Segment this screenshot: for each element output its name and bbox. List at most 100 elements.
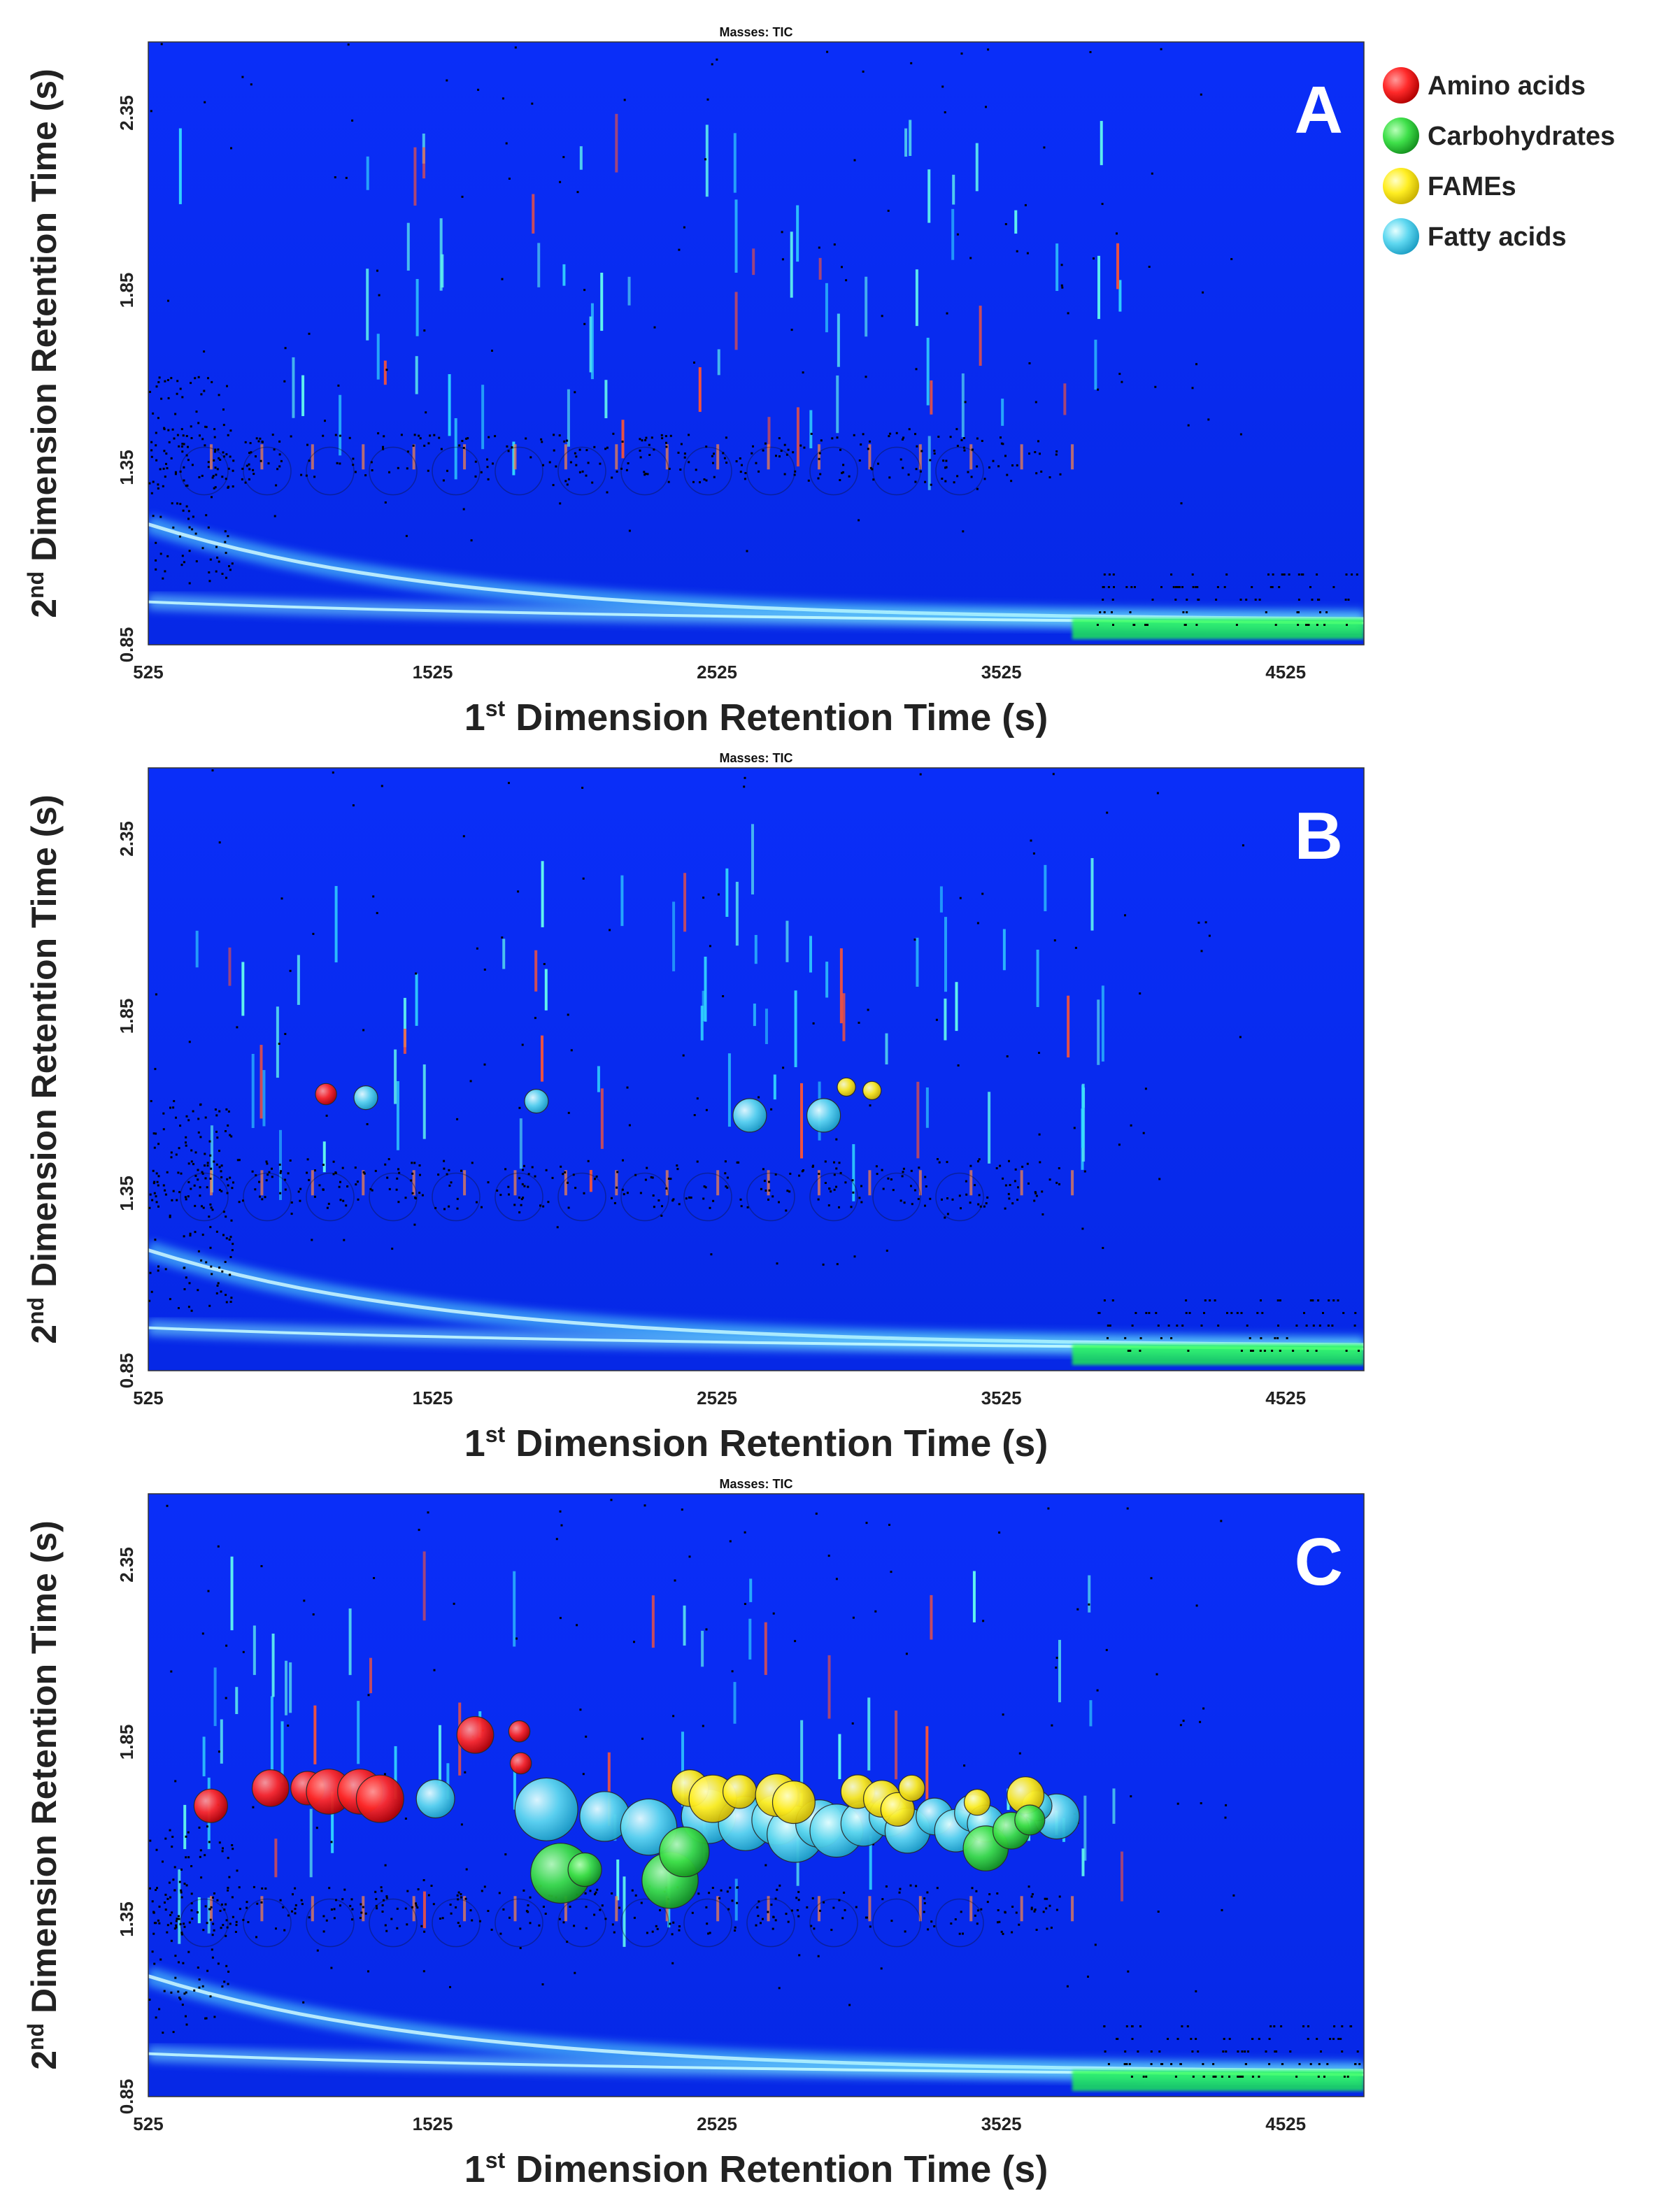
peak-dot [838,1162,841,1164]
peak-dot [259,1195,261,1198]
peak-dot [1195,2038,1197,2040]
peak-dot [171,1911,173,1914]
peak-dot [739,1198,742,1201]
peak-dot [1274,1337,1276,1339]
peak-dot [1309,1299,1312,1301]
peak-streak [867,1697,871,1771]
peak-dot [1104,2050,1107,2053]
peak-dot [178,1147,180,1150]
peak-dot [1028,452,1030,455]
peak-dot [176,380,179,383]
plot-frame [148,41,1365,645]
peak-dot [190,382,192,385]
peak-dot [185,485,187,487]
peak-dot [1191,573,1194,576]
peak-streak [1058,1639,1061,1703]
peak-dot [184,1196,187,1199]
peak-dot [1055,453,1058,456]
peak-dot [946,312,948,315]
peak-dot [185,1884,188,1887]
peak-dot [458,444,461,447]
peak-dot [215,545,218,548]
peak-dot [1124,1337,1127,1339]
peak-dot [969,1164,972,1167]
peak-dot [312,932,315,935]
peak-dot [862,70,865,73]
peak-streak [394,1746,397,1799]
peak-dot [318,1184,321,1187]
peak-streak [952,174,955,205]
peak-dot [396,1907,399,1910]
peak-dot [188,1041,191,1043]
peak-dot [543,963,546,965]
peak-dot [867,1008,869,1011]
peak-dot [1132,624,1135,626]
peak-dot [188,582,191,585]
peak-streak [1036,949,1039,1008]
peak-dot [872,478,875,481]
peak-dot [1035,472,1038,475]
peak-dot [853,1255,856,1258]
peak-dot [1035,1194,1038,1197]
peak-dot [521,1043,524,1046]
peak-dot [166,1504,169,1507]
peak-dot [224,1261,227,1263]
x-tick-label: 3525 [981,1387,1022,1408]
data-point-amino-acids [508,1720,531,1743]
peak-streak [313,1705,317,1764]
peak-dot [858,1022,860,1024]
peak-dot [521,1183,524,1185]
peak-streak [725,868,729,918]
peak-dot [215,1130,218,1133]
peak-streak [939,886,943,913]
peak-streak [794,990,797,1067]
peak-dot [1358,1350,1360,1352]
peak-dot [862,433,865,436]
peak-dot [446,1173,448,1176]
peak-dot [372,895,375,898]
peak-dot [360,1903,362,1906]
peak-dot [232,1915,234,1918]
peak-dot [978,1158,981,1161]
peak-dot [910,1185,912,1187]
peak-dot [885,1885,888,1888]
peak-dot [151,1900,154,1903]
peak-dot [783,473,786,476]
peak-streak [825,283,828,333]
peak-dot [1267,573,1270,576]
peak-dot [1265,611,1267,613]
x-tick-label: 4525 [1265,1387,1306,1408]
plot-area [148,768,1364,1371]
peak-streak [818,1170,820,1196]
peak-dot [1307,1350,1309,1352]
peak-streak [213,1667,217,1727]
peak-dot [208,571,211,573]
peak-dot [1214,1299,1216,1301]
peak-dot [185,1856,187,1859]
peak-dot [646,1932,648,1934]
peak-dot [1240,1312,1243,1314]
peak-dot [572,1173,575,1176]
peak-dot [156,1180,159,1183]
peak-dot [339,1180,341,1183]
peak-dot [213,2015,216,2018]
peak-dot [384,1924,387,1927]
peak-dot [999,1164,1002,1167]
x-tick-label: 525 [133,2113,163,2134]
peak-dot [1181,2025,1183,2027]
peak-dot [271,1167,273,1170]
peak-streak [852,1144,855,1201]
data-point-fames [837,1077,856,1097]
peak-dot [1196,586,1199,588]
peak-dot [311,1239,313,1241]
peak-dot [303,1599,306,1602]
data-point-fatty-acids [806,1098,841,1133]
peak-streak [197,1897,201,1924]
peak-dot [924,1176,927,1178]
peak-dot [724,1160,727,1163]
peak-dot [299,1199,301,1202]
peak-dot [491,350,493,352]
peak-dot [1139,1337,1142,1339]
peak-dot [1123,2063,1126,2065]
